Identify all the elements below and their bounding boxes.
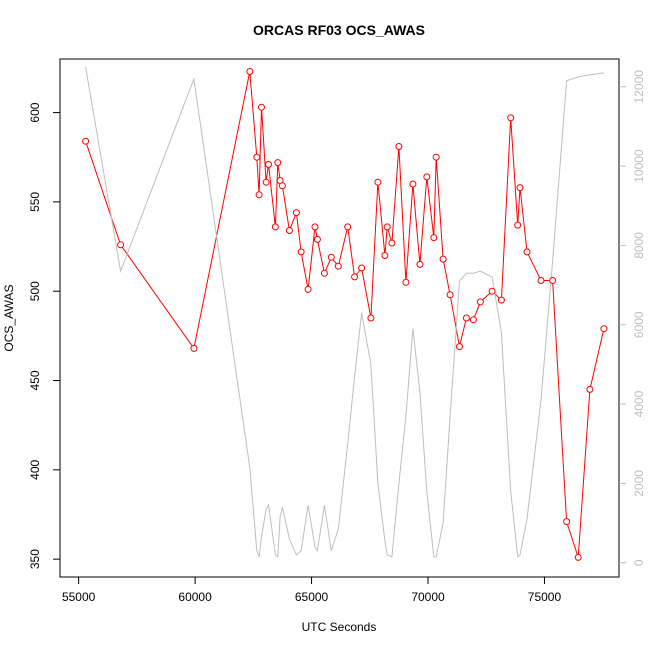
data-point: [327, 253, 335, 261]
y-axis-right: 0 2000 4000 6000 8000 10000 12000: [619, 70, 646, 566]
y-tick-label: 600: [28, 102, 42, 122]
data-point: [549, 277, 557, 284]
data-point: [462, 314, 470, 322]
data-point: [507, 114, 515, 122]
data-point: [246, 68, 254, 75]
data-point: [358, 264, 366, 272]
data-point: [344, 223, 352, 231]
data-point: [278, 182, 286, 190]
y2-tick-label: 0: [632, 559, 646, 566]
y2-tick-label: 8000: [632, 232, 646, 259]
data-point: [367, 314, 375, 322]
data-point: [388, 239, 396, 247]
y2-tick-label: 2000: [632, 470, 646, 497]
y-tick-label: 450: [28, 370, 42, 390]
data-point: [271, 223, 279, 231]
data-point: [600, 325, 608, 333]
series-line-left: [85, 71, 605, 558]
series-layer: [82, 66, 608, 561]
x-tick-label: 60000: [178, 590, 212, 604]
data-point: [469, 316, 477, 324]
y-axis-label: OCS_AWAS: [2, 284, 16, 351]
data-point: [523, 248, 531, 256]
data-point: [334, 262, 342, 270]
y-tick-label: 500: [28, 281, 42, 301]
data-point: [313, 235, 321, 243]
data-point: [351, 273, 359, 281]
data-point: [320, 269, 328, 277]
data-point: [514, 221, 522, 229]
data-point: [586, 385, 594, 393]
data-point: [488, 287, 496, 295]
data-point: [409, 180, 417, 188]
data-point: [190, 344, 198, 352]
data-point: [395, 143, 403, 150]
data-point: [456, 343, 463, 351]
chart-title: ORCAS RF03 OCS_AWAS: [253, 22, 425, 38]
data-point: [292, 209, 300, 217]
data-point: [574, 553, 582, 561]
data-point: [117, 241, 125, 249]
y2-tick-label: 12000: [632, 70, 646, 104]
data-point: [285, 227, 293, 234]
data-point: [430, 234, 438, 242]
data-point: [537, 277, 545, 284]
y2-tick-label: 10000: [632, 149, 646, 183]
data-point: [255, 191, 263, 199]
x-tick-label: 65000: [295, 590, 329, 604]
data-point: [311, 223, 319, 231]
data-point: [402, 278, 410, 286]
data-point: [381, 252, 389, 259]
data-point: [274, 159, 282, 167]
x-axis-label: UTC Seconds: [302, 620, 377, 634]
data-point: [416, 260, 424, 268]
data-point: [432, 153, 440, 161]
x-tick-label: 70000: [411, 590, 445, 604]
plot-frame: [59, 58, 620, 578]
x-tick-label: 55000: [62, 590, 96, 604]
data-point: [516, 184, 524, 192]
data-point: [439, 255, 447, 263]
y-tick-label: 550: [28, 192, 42, 212]
y-axis-left: 350 400 450 500 550 600: [28, 102, 60, 569]
data-point: [497, 296, 505, 304]
data-point: [262, 178, 270, 186]
y2-tick-label: 4000: [632, 390, 646, 417]
data-point: [82, 137, 90, 145]
data-point: [258, 103, 265, 111]
data-point: [423, 173, 431, 181]
x-tick-label: 75000: [528, 590, 562, 604]
data-point: [304, 285, 312, 293]
y-tick-label: 350: [28, 549, 42, 569]
data-point: [476, 298, 484, 306]
data-point: [563, 518, 571, 526]
data-point: [297, 248, 305, 256]
data-point: [265, 160, 272, 168]
series-line-right: [85, 66, 604, 558]
data-point: [446, 291, 454, 299]
data-point: [383, 223, 391, 231]
y2-tick-label: 6000: [632, 311, 646, 338]
data-point: [374, 178, 382, 186]
x-axis: 55000 60000 65000 70000 75000: [62, 577, 562, 604]
y-tick-label: 400: [28, 459, 42, 479]
data-point: [253, 153, 261, 161]
